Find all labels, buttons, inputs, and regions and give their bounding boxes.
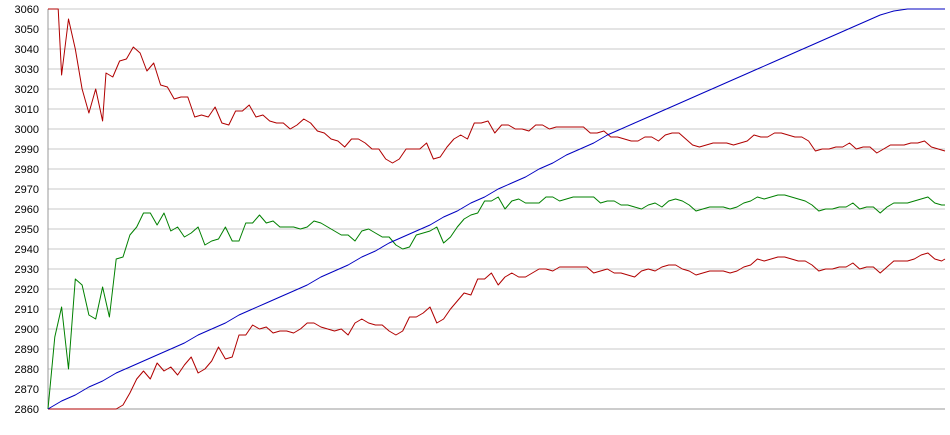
y-tick-label: 3040 [15,44,39,56]
y-tick-label: 2910 [15,304,39,316]
y-tick-label: 3030 [15,64,39,76]
y-tick-label: 3060 [15,4,39,16]
y-tick-label: 2990 [15,144,39,156]
y-tick-label: 3010 [15,104,39,116]
y-tick-label: 2970 [15,184,39,196]
y-tick-label: 3000 [15,124,39,136]
y-axis-tick-labels: 2860 2870 2880 2890 2900 2910 2920 2930 2940 2950… [15,4,39,416]
series-lines [47,8,946,410]
y-tick-label: 2940 [15,244,39,256]
y-tick-label: 2920 [15,284,39,296]
y-tick-label: 2960 [15,204,39,216]
y-tick-label: 2930 [15,264,39,276]
y-tick-label: 2870 [15,384,39,396]
y-tick-label: 2900 [15,324,39,336]
y-tick-label: 2950 [15,224,39,236]
grid-lines [48,8,945,410]
y-tick-label: 3020 [15,84,39,96]
y-tick-label: 3050 [15,24,39,36]
y-tick-label: 2880 [15,364,39,376]
y-tick-label: 2890 [15,344,39,356]
series-line-4 [47,8,945,410]
y-tick-label: 2980 [15,164,39,176]
y-tick-label: 2860 [15,404,39,416]
series-line-2 [48,252,946,410]
series-line-3 [47,194,945,410]
series-line-1 [48,8,946,164]
